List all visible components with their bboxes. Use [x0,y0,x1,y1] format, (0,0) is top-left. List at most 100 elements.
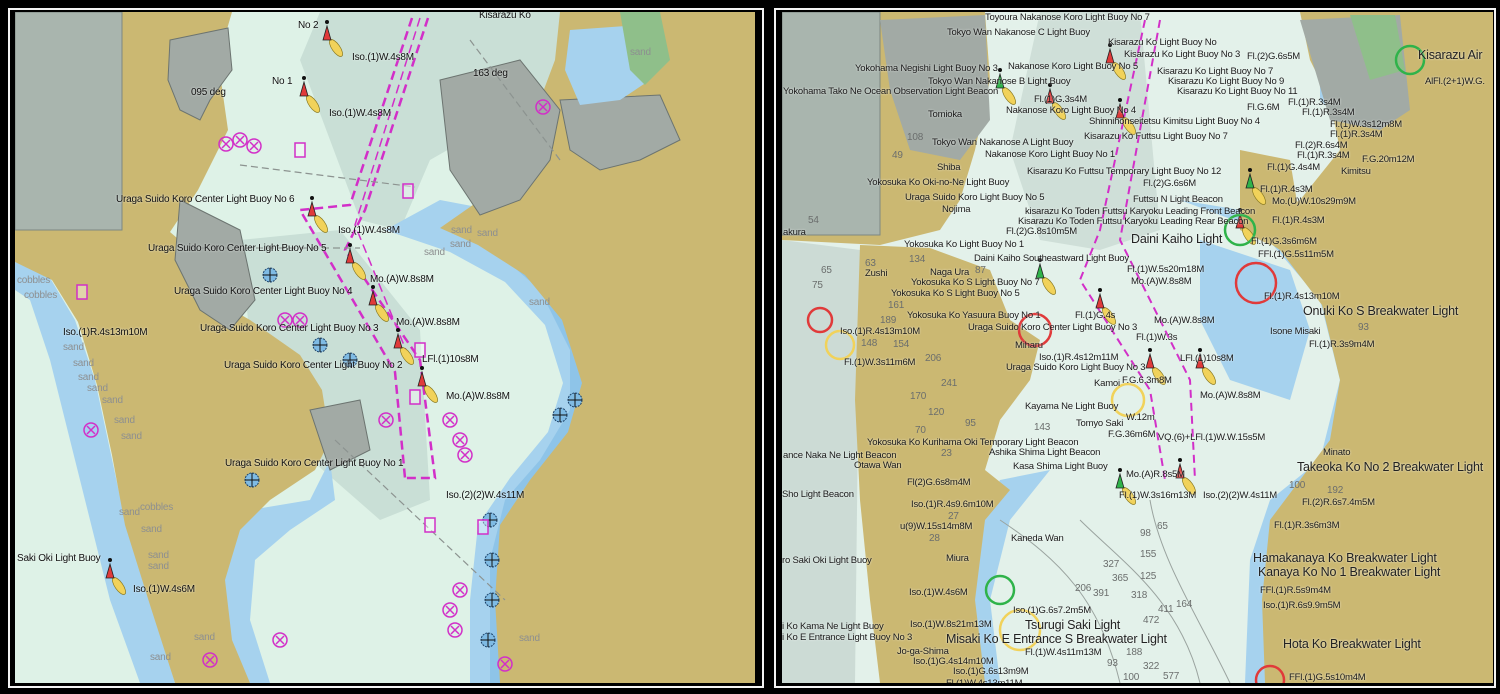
depth-sounding: 170 [910,391,927,402]
depth-sounding: 87 [975,265,986,276]
chart-label: Tomyo Saki [1076,418,1124,429]
light-name-label: Onuki Ko S Breakwater Light [1303,304,1459,318]
built-up-area [174,199,256,331]
chart-label: Fl.(2)R.6s7.4m5M [1302,497,1375,508]
chart-label: LFl.(1)10s8M [422,354,479,365]
chart-label: Iso.(1)W.8s21m13M [910,619,992,630]
restricted-area-icon [457,447,473,463]
seabed-note: sand [63,342,84,353]
chart-label: Mo.(U)W.10s29m9M [1272,196,1356,207]
depth-sounding: 192 [1327,485,1344,496]
information-box-icon [409,389,421,405]
chart-label: Fl.(1)G.4s [1075,310,1116,321]
restricted-area-icon [535,99,551,115]
light-name-label: Hota Ko Breakwater Light [1283,637,1421,651]
chart-label: Kimitsu [1341,166,1371,177]
chart-label: Iso.(1)R.4s12m11M [1039,352,1119,363]
chart-label: W.12m [1126,412,1155,423]
information-box-icon [294,142,306,158]
chart-label: Fl.(1)W.3s11m6M [844,357,916,368]
chart-label: Jo-ga-Shima [897,646,949,657]
depth-contours [999,499,1231,683]
chart-label: Uraga Suido Koro Center Light Buoy No 1 [225,458,404,469]
light-name-label: Takeoka Ko No 2 Breakwater Light [1297,460,1484,474]
rock-danger-icon [484,592,500,608]
fairway-boundary-west [1078,19,1166,481]
chart-label: Yokosuka Ko S Light Buoy No 7 [911,277,1040,288]
buoys [105,20,438,595]
light-sectors [806,44,1426,683]
chart-label: Uraga Suido Koro Center Light Buoy No 6 [116,194,295,205]
chart-label: Nakanose Koro Light Buoy No 1 [985,149,1115,160]
built-up-area [439,59,561,216]
restricted-area-icon [442,602,458,618]
shoal-area [782,240,860,683]
right-chart-canvas [782,12,1493,683]
chart-label: Iso.(1)R.4s13m10M [63,327,148,338]
chart-label: No 2 [298,20,319,31]
restricted-area-icon [202,652,218,668]
chart-label: Uraga Suido Koro Light Buoy No 5 [905,192,1045,203]
rock-danger-icon [244,472,260,488]
chart-label: Fl.(1)W.3s12m8M [1330,119,1402,130]
light-buoy-icon [1195,348,1216,385]
light-buoy-icon [105,558,126,595]
depth-sounding: 365 [1112,573,1129,584]
depth-sounding: 411 [1158,604,1174,615]
chart-label: Mo.(A)W.8s8M [446,391,510,402]
chart-label: Fl.(2)R.6s4M [1295,140,1348,151]
depth-sounding: 65 [1157,521,1168,532]
chart-label: Fl.(1)R.4s3M [1260,184,1313,195]
depth-sounding: 100 [1123,672,1140,683]
chart-label: Futtsu N Light Beacon [1133,194,1223,205]
light-buoy-icon [368,285,389,322]
depth-sounding: 108 [907,132,924,143]
restricted-area-icon [246,138,262,154]
chart-label: Fl.(1)R.3s4M [1288,97,1341,108]
left-chart-frame [8,8,764,688]
seabed-note: sand [519,633,540,644]
light-sector-arc [1394,44,1426,76]
chart-label: Kaneda Wan [1011,533,1064,544]
chart-label: Shinnihonseitetsu Kimitsu Light Buoy No … [1089,116,1260,127]
chart-label: Mo.(A)W.8s8M [1154,315,1215,326]
chart-label: Yokosuka Ko Light Buoy No 1 [904,239,1024,250]
depth-sounding: 27 [948,511,959,522]
depth-sounding: 189 [880,315,897,326]
chart-label: Miura [946,553,969,564]
chart-label: Iso.(1)W.4s8M [352,52,414,63]
fairway-boundary-east [343,17,437,480]
light-buoy-icon [322,20,343,57]
chart-label: Iso.(2)(2)W.4s11M [1203,490,1278,501]
built-up-area [559,94,681,171]
shallow-water-west [15,262,175,683]
depth-sounding: 93 [1107,658,1118,669]
chart-label: Fl.(1)R.3s4M [1330,129,1383,140]
built-up-area [880,15,990,160]
chart-label: Saki Oki Light Buoy [17,553,101,564]
chart-label: FFl.(1)G.5s10m4M [1289,672,1366,683]
chart-label: Fl.(1)R.4s3M [1272,215,1325,226]
information-box-icon [402,183,414,199]
restricted-area-icon [83,422,99,438]
right-nautical-chart[interactable]: Daini Kaiho Light Kisarazu Air Onuki Ko S … [782,12,1493,683]
restricted-area-icon [272,632,288,648]
left-nautical-chart[interactable]: No 2 Kisarazu Ko Iso.(1)W.4s8M 163 deg No 1 0… [15,12,755,683]
depth-sounding: 49 [892,150,903,161]
seabed-note: sand [148,550,169,561]
light-buoy-icon [1175,458,1196,495]
chart-label: Nakanose Koro Light Buoy No 4 [1006,105,1136,116]
light-sector-arc [984,574,1016,606]
seabed-note: sand [450,239,471,250]
depth-sounding: 95 [965,418,976,429]
chart-label: Iso.(1)G.6s13m9M [953,666,1029,677]
chart-label: Kasa Shima Light Buoy [1013,461,1108,472]
light-sector-arc [824,329,856,361]
light-buoy-icon [345,243,366,280]
depth-sounding: 155 [1140,549,1157,560]
chart-label: Uraga Suido Koro Center Light Buoy No 2 [224,360,403,371]
depth-sounding: 154 [893,339,910,350]
shallow-water-kurihama [210,460,335,683]
chart-label: Nakanose Koro Light Buoy No 5 [1008,61,1138,72]
restricted-area-icon [452,582,468,598]
